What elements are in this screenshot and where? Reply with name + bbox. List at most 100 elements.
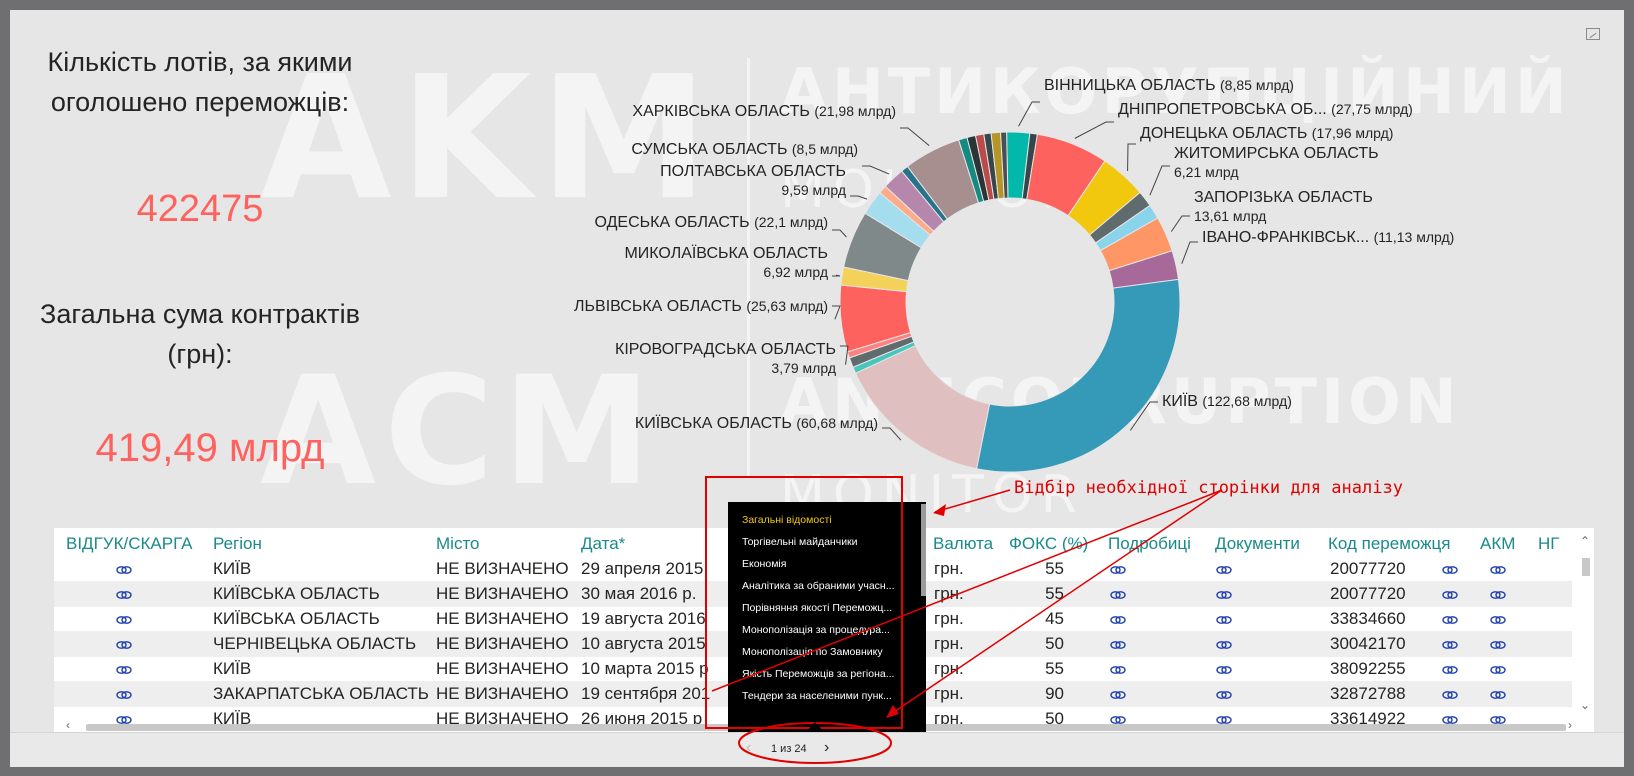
ng-link-icon[interactable]	[1490, 686, 1506, 699]
donut-label-name: КИЇВСЬКА ОБЛАСТЬ	[635, 414, 796, 432]
documents-link-icon[interactable]	[1216, 586, 1232, 599]
ng-link-icon[interactable]	[1490, 661, 1506, 674]
documents-link-icon[interactable]	[1216, 561, 1232, 574]
details-link-icon[interactable]	[1110, 636, 1126, 649]
cell-region: КИЇВСЬКА ОБЛАСТЬ	[213, 609, 380, 628]
akm-link-icon[interactable]	[1442, 686, 1458, 699]
feedback-link-icon[interactable]	[116, 686, 132, 699]
cell-currency: грн.	[934, 684, 964, 703]
details-link-icon[interactable]	[1110, 586, 1126, 599]
donut-label-name: ОДЕСЬКА ОБЛАСТЬ	[595, 214, 755, 231]
ng-link-icon[interactable]	[1490, 561, 1506, 574]
col-header-documents[interactable]: Документи	[1215, 534, 1300, 553]
page-menu-item[interactable]: Аналітика за обраними учасн...	[742, 580, 895, 592]
col-header-ng[interactable]: НГ	[1538, 534, 1560, 553]
details-link-icon[interactable]	[1110, 561, 1126, 574]
cell-date: 19 августа 2016	[581, 609, 706, 628]
donut-label-name: ВІННИЦЬКА ОБЛАСТЬ	[1044, 77, 1220, 94]
donut-label-value: (25,63 млрд)	[746, 298, 828, 314]
donut-label-value: (122,68 млрд)	[1202, 393, 1291, 409]
donut-label: ЖИТОМИРСЬКА ОБЛАСТЬ 6,21 млрд	[1174, 145, 1379, 180]
donut-label: ЗАПОРІЗЬКА ОБЛАСТЬ 13,61 млрд	[1194, 189, 1373, 224]
details-link-icon[interactable]	[1110, 661, 1126, 674]
page-menu-item[interactable]: Економія	[742, 558, 787, 570]
cell-foks: 45	[1045, 609, 1064, 628]
cell-foks: 55	[1045, 659, 1064, 678]
feedback-link-icon[interactable]	[116, 611, 132, 624]
col-header-city[interactable]: Місто	[436, 534, 480, 553]
akm-link-icon[interactable]	[1442, 561, 1458, 574]
cell-region: КИЇВ	[213, 559, 252, 578]
feedback-link-icon[interactable]	[116, 561, 132, 574]
donut-leader-line	[882, 427, 902, 441]
col-header-details[interactable]: Подробиці	[1108, 534, 1191, 553]
cell-city: НЕ ВИЗНАЧЕНО	[436, 559, 569, 578]
donut-leader-line	[1129, 401, 1158, 431]
page-menu-scrollbar[interactable]	[921, 504, 926, 596]
feedback-link-icon[interactable]	[116, 586, 132, 599]
donut-slice[interactable]	[1000, 131, 1009, 199]
col-header-date[interactable]: Дата*	[581, 534, 626, 553]
documents-link-icon[interactable]	[1216, 611, 1232, 624]
donut-label-value: (60,68 млрд)	[796, 415, 878, 431]
page-menu-item[interactable]: Монополізація по Замовнику	[742, 646, 883, 658]
col-header-currency[interactable]: Валюта	[933, 534, 994, 553]
donut-label-value: 9,59 млрд	[781, 182, 846, 198]
akm-link-icon[interactable]	[1442, 636, 1458, 649]
focus-mode-icon[interactable]	[1586, 28, 1600, 40]
donut-label-value: 3,79 млрд	[771, 360, 836, 376]
cell-winner-code: 33614922	[1330, 709, 1406, 728]
documents-link-icon[interactable]	[1216, 686, 1232, 699]
feedback-link-icon[interactable]	[116, 636, 132, 649]
akm-link-icon[interactable]	[1442, 586, 1458, 599]
details-link-icon[interactable]	[1110, 686, 1126, 699]
page-prev-button[interactable]: ‹	[746, 739, 752, 756]
col-header-foks[interactable]: ФОКС (%)	[1009, 534, 1089, 553]
table-row[interactable]: КИЇВ НЕ ВИЗНАЧЕНО 26 июня 2015 р грн. 50 3361…	[54, 706, 1572, 732]
lots-value: 422475	[136, 188, 264, 230]
sum-value: 419,49 млрд	[95, 426, 325, 470]
page-next-button[interactable]: ›	[824, 739, 830, 756]
scroll-right-icon[interactable]: ›	[1568, 718, 1572, 732]
scroll-up-icon[interactable]: ⌃	[1580, 534, 1591, 548]
donut-label-value: (27,75 млрд)	[1331, 101, 1413, 117]
page-menu-item[interactable]: Торгівельні майданчики	[742, 536, 858, 548]
akm-link-icon[interactable]	[1442, 711, 1458, 724]
col-header-winner-code[interactable]: Код переможця	[1328, 534, 1451, 553]
details-link-icon[interactable]	[1110, 711, 1126, 724]
annotation-text: Відбір необхідної сторінки для аналізу	[1014, 478, 1403, 498]
cell-region: КИЇВСЬКА ОБЛАСТЬ	[213, 584, 380, 603]
scroll-left-icon[interactable]: ‹	[66, 718, 70, 732]
donut-leader-line	[1127, 143, 1136, 172]
feedback-link-icon[interactable]	[116, 661, 132, 674]
cell-region: ЗАКАРПАТСЬКА ОБЛАСТЬ	[213, 684, 429, 703]
ng-link-icon[interactable]	[1490, 611, 1506, 624]
cell-date: 19 сентября 201	[581, 684, 711, 703]
ng-link-icon[interactable]	[1490, 711, 1506, 724]
cell-date: 26 июня 2015 р	[581, 709, 703, 728]
documents-link-icon[interactable]	[1216, 711, 1232, 724]
vertical-scrollbar-thumb[interactable]	[1582, 558, 1590, 576]
col-header-feedback[interactable]: ВІДГУК/СКАРГА	[66, 534, 193, 553]
ng-link-icon[interactable]	[1490, 636, 1506, 649]
cell-city: НЕ ВИЗНАЧЕНО	[436, 709, 569, 728]
akm-link-icon[interactable]	[1442, 611, 1458, 624]
documents-link-icon[interactable]	[1216, 661, 1232, 674]
page-menu-item[interactable]: Монополізація за процедура...	[742, 624, 890, 636]
donut-label-name: ЖИТОМИРСЬКА ОБЛАСТЬ	[1174, 145, 1379, 162]
cell-currency: грн.	[934, 634, 964, 653]
col-header-akm[interactable]: АКМ	[1480, 534, 1516, 553]
scroll-down-icon[interactable]: ⌄	[1580, 698, 1591, 712]
page-menu-item[interactable]: Загальні відомості	[742, 514, 832, 526]
akm-link-icon[interactable]	[1442, 661, 1458, 674]
cell-foks: 55	[1045, 584, 1064, 603]
details-link-icon[interactable]	[1110, 611, 1126, 624]
feedback-link-icon[interactable]	[116, 711, 132, 724]
documents-link-icon[interactable]	[1216, 636, 1232, 649]
page-menu-item[interactable]: Якість Переможців за регіона...	[742, 668, 895, 680]
page-menu-item[interactable]: Тендери за населеними пунк...	[742, 690, 892, 702]
donut-slice[interactable]	[976, 278, 1181, 473]
ng-link-icon[interactable]	[1490, 586, 1506, 599]
page-menu-item[interactable]: Порівняння якості Переможц...	[742, 602, 893, 614]
col-header-region[interactable]: Регіон	[213, 534, 262, 553]
